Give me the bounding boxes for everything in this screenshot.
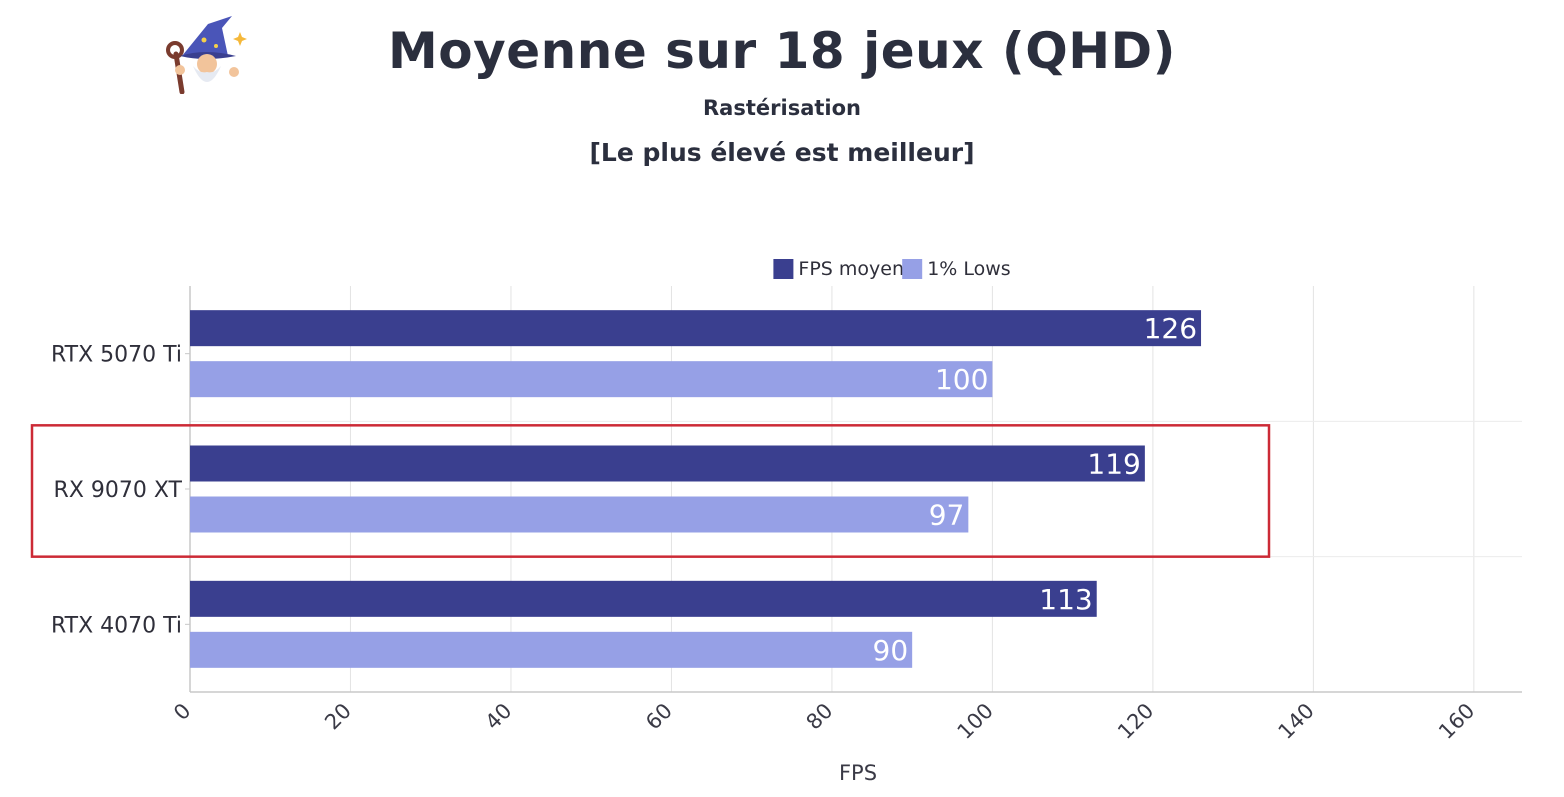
chart-note: [Le plus élevé est meilleur]	[589, 138, 975, 167]
legend-swatch	[902, 259, 923, 279]
x-tick-label: 60	[641, 699, 677, 735]
data-label: 119	[1087, 448, 1140, 481]
legend-label: FPS moyen	[798, 258, 904, 280]
x-tick-label: 140	[1274, 699, 1319, 744]
x-tick-label: 80	[802, 699, 838, 735]
legend-label: 1% Lows	[927, 258, 1011, 280]
chart-title: Moyenne sur 18 jeux (QHD)	[388, 22, 1176, 80]
data-label: 126	[1144, 312, 1197, 345]
x-tick-label: 160	[1434, 699, 1479, 744]
category-label: RTX 4070 Ti	[51, 613, 182, 638]
x-tick-label: 0	[169, 699, 195, 725]
bar	[190, 361, 993, 398]
bar	[190, 445, 1145, 482]
chart-subtitle: Rastérisation	[703, 96, 861, 120]
highlight-box	[30, 424, 1271, 558]
wizard-icon	[166, 16, 247, 94]
x-axis-title: FPS	[839, 761, 877, 785]
bar	[190, 631, 913, 668]
legend-swatch	[773, 259, 794, 279]
data-label: 100	[935, 363, 988, 396]
category-label: RTX 5070 Ti	[51, 343, 182, 368]
x-tick-label: 120	[1113, 699, 1158, 744]
x-tick-label: 40	[481, 699, 517, 735]
data-label: 97	[929, 499, 965, 532]
data-label: 113	[1039, 583, 1092, 616]
bar	[190, 580, 1097, 617]
x-tick-label: 100	[953, 699, 998, 744]
data-label: 90	[873, 634, 909, 667]
bar	[190, 310, 1202, 347]
x-tick-label: 20	[320, 699, 356, 735]
category-label: RX 9070 XT	[54, 478, 183, 503]
bar	[190, 496, 969, 533]
